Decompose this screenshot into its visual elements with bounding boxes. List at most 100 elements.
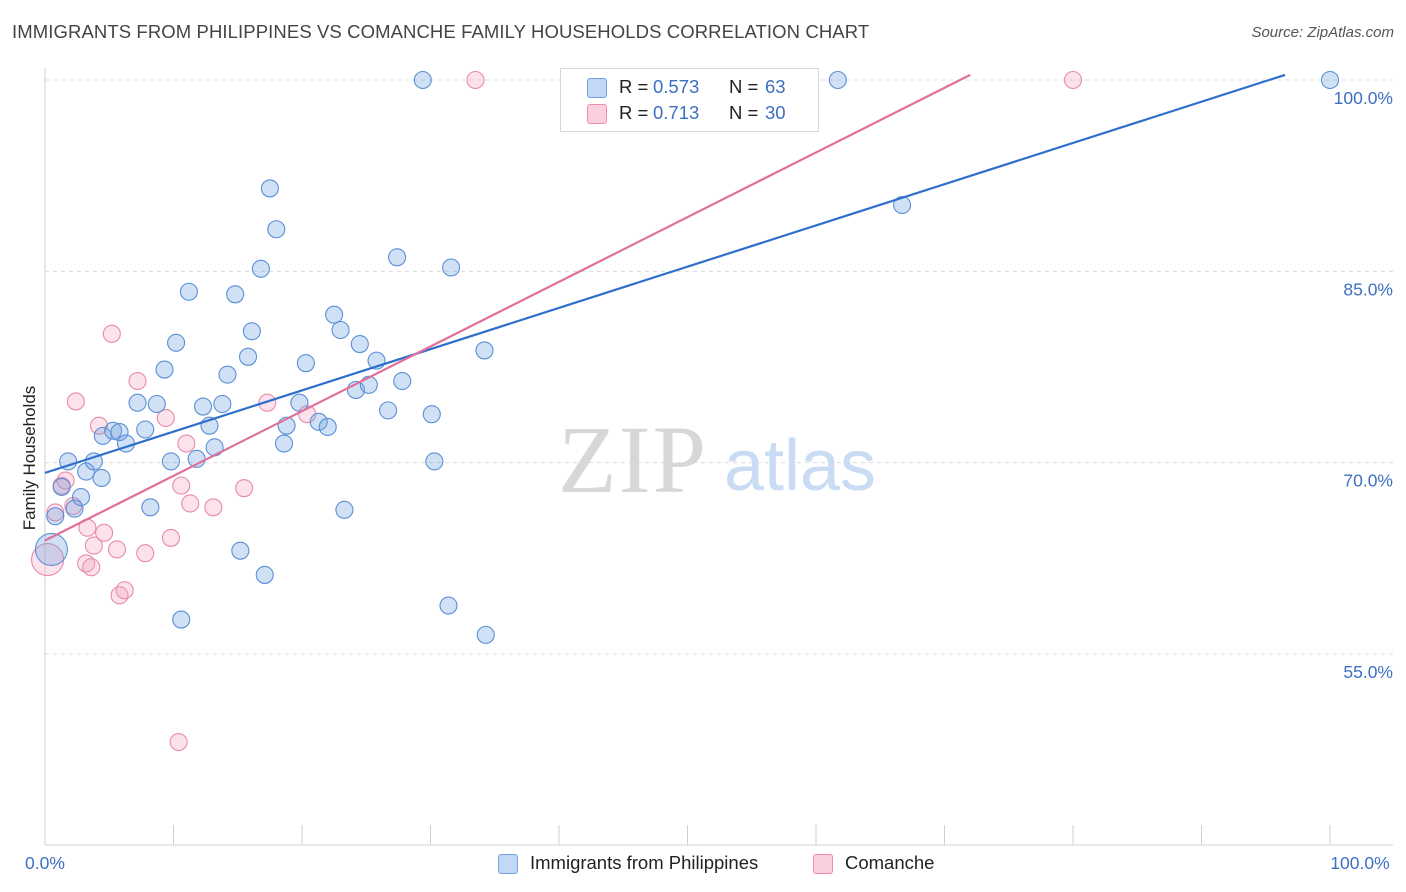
philippines-point <box>828 70 847 90</box>
series-comanche-points <box>31 70 1083 752</box>
comanche-point <box>102 324 121 343</box>
philippines-point <box>194 397 213 416</box>
tick-labels: 55.0% 70.0% 85.0% 100.0% 0.0% 100.0% <box>25 88 1393 873</box>
philippines-point <box>359 375 378 394</box>
philippines-point <box>231 541 250 560</box>
comanche-point <box>258 393 277 412</box>
philippines-point <box>442 258 461 277</box>
philippines-point <box>46 507 65 526</box>
legend-n-label: N = <box>729 102 759 123</box>
bottom-legend-swatch-philippines <box>498 854 518 874</box>
philippines-point <box>92 468 111 488</box>
bottom-legend-label-philippines: Immigrants from Philippines <box>530 852 759 873</box>
philippines-point <box>267 220 286 239</box>
philippines-point <box>255 565 274 584</box>
philippines-point <box>161 452 180 471</box>
legend-n-value: 63 <box>765 76 786 97</box>
philippines-point <box>65 499 84 518</box>
comanche-point <box>107 540 127 559</box>
comanche-point <box>115 581 134 600</box>
philippines-point <box>425 452 444 471</box>
philippines-point <box>147 394 166 414</box>
philippines-point <box>59 452 78 471</box>
comanche-point <box>181 494 200 513</box>
philippines-point <box>238 347 258 366</box>
philippines-point <box>274 434 294 453</box>
legend: R = 0.573 N = 63 R = 0.713 N = 30 <box>560 68 819 132</box>
legend-n-label: N = <box>729 76 759 97</box>
comanche-point <box>84 536 103 555</box>
x-tick-label: 100.0% <box>1330 853 1389 873</box>
legend-r-value: 0.573 <box>653 76 700 97</box>
legend-n-value: 30 <box>765 102 786 123</box>
philippines-point <box>422 405 441 424</box>
philippines-point <box>155 360 174 379</box>
philippines-point <box>1320 70 1340 90</box>
philippines-point <box>242 322 261 341</box>
gridlines <box>45 79 1393 655</box>
philippines-point <box>309 412 328 431</box>
philippines-point <box>34 532 68 566</box>
comanche-point <box>172 476 191 495</box>
y-tick-label: 85.0% <box>1343 279 1393 299</box>
watermark: ZIP atlas <box>558 406 876 513</box>
comanche-point <box>177 434 196 453</box>
y-tick-label: 100.0% <box>1334 88 1393 108</box>
philippines-point <box>93 426 112 445</box>
comanche-point <box>95 523 114 542</box>
philippines-point <box>296 354 315 373</box>
philippines-point <box>379 401 398 420</box>
philippines-point <box>439 596 458 615</box>
comanche-point <box>466 70 485 90</box>
comanche-point <box>235 479 254 498</box>
y-tick-label: 70.0% <box>1343 471 1393 491</box>
comanche-point <box>204 498 223 517</box>
philippines-point <box>77 462 96 481</box>
philippines-point <box>325 305 344 324</box>
legend-r-value: 0.713 <box>653 102 700 123</box>
philippines-point <box>318 417 337 437</box>
philippines-point <box>226 285 245 304</box>
philippines-point <box>413 70 432 90</box>
comanche-point <box>128 371 147 391</box>
philippines-point <box>136 420 155 439</box>
philippines-point <box>475 341 494 360</box>
watermark-atlas: atlas <box>724 426 876 506</box>
philippines-point <box>213 394 232 414</box>
philippines-point <box>350 334 369 354</box>
y-tick-label: 55.0% <box>1343 662 1393 682</box>
chart-title: IMMIGRANTS FROM PHILIPPINES VS COMANCHE … <box>12 21 870 42</box>
philippines-point <box>167 333 186 352</box>
philippines-point <box>128 393 147 412</box>
legend-r-label: R = <box>619 76 649 97</box>
comanche-point <box>89 416 109 435</box>
philippines-point <box>893 195 912 215</box>
comanche-point <box>1063 70 1083 90</box>
philippines-point <box>141 498 160 517</box>
comanche-point <box>66 392 85 411</box>
philippines-point <box>260 179 279 198</box>
comanche-point <box>161 528 180 547</box>
comanche-point <box>46 503 65 522</box>
philippines-point <box>104 421 123 440</box>
axes <box>44 68 1393 846</box>
philippines-point <box>110 423 129 442</box>
philippines-point <box>331 320 350 340</box>
philippines-point <box>388 248 407 267</box>
philippines-point <box>172 610 191 629</box>
philippines-point <box>179 282 198 301</box>
comanche-point <box>136 544 155 563</box>
x-tick-label: 0.0% <box>25 853 65 873</box>
comanche-point <box>82 558 101 577</box>
legend-swatch-philippines <box>587 78 607 98</box>
philippines-point <box>84 452 103 471</box>
watermark-zip: ZIP <box>558 406 708 513</box>
philippines-point <box>71 488 91 507</box>
bottom-legend-label-comanche: Comanche <box>845 852 935 873</box>
philippines-point <box>52 477 71 496</box>
bottom-legend-swatch-comanche <box>813 854 833 874</box>
comanche-point <box>110 586 129 605</box>
philippines-point <box>476 625 495 644</box>
trend-lines <box>44 73 1286 542</box>
